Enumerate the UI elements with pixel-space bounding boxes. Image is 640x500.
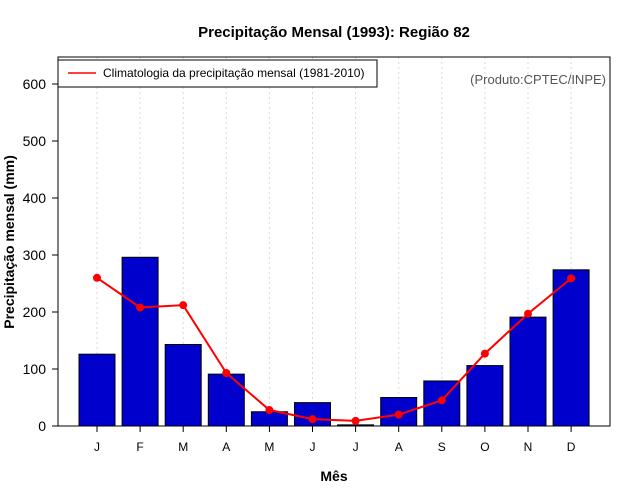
climatology-point [351, 416, 360, 425]
x-tick-label: J [94, 440, 100, 454]
bar [207, 373, 245, 427]
bar [78, 353, 116, 427]
legend-box [57, 59, 378, 88]
climatology-point [567, 274, 576, 283]
climatology-line [96, 276, 572, 422]
y-tick-label: 0 [38, 418, 46, 434]
x-tick-label: S [438, 440, 446, 454]
legend-label: Climatologia da precipitação mensal (198… [103, 66, 364, 80]
bar [121, 256, 159, 427]
bar [164, 343, 202, 427]
climatology-point [93, 273, 101, 282]
x-tick-label: J [310, 440, 316, 454]
y-tick-label: 300 [23, 247, 47, 263]
bar [466, 365, 504, 427]
climatology-point [308, 415, 317, 424]
y-axis-label: Precipitação mensal (mm) [1, 155, 17, 329]
chart-title: Precipitação Mensal (1993): Região 82 [198, 24, 470, 41]
bar [509, 316, 547, 427]
climatology-point [222, 368, 231, 377]
plot-frame [57, 56, 611, 427]
y-tick-label: 400 [23, 190, 47, 206]
x-axis-label: Mês [320, 468, 347, 484]
x-tick-label: A [395, 440, 403, 454]
y-tick-label: 100 [23, 361, 47, 377]
x-tick-label: M [178, 440, 188, 454]
grid-lines [96, 57, 572, 426]
climatology-point [524, 309, 532, 318]
x-tick-label: F [136, 440, 143, 454]
y-tick-label: 600 [23, 76, 47, 92]
y-tick-label: 500 [23, 133, 47, 149]
climatology-point [179, 301, 188, 310]
legend: Climatologia da precipitação mensal (198… [57, 59, 378, 88]
bar [552, 269, 590, 427]
climatology-point [480, 349, 489, 358]
x-tick-label: M [264, 440, 274, 454]
credit-text: (Produto:CPTEC/INPE) [470, 72, 606, 87]
x-tick-label: O [480, 440, 489, 454]
x-tick-label: J [353, 440, 359, 454]
x-tick-label: D [567, 440, 576, 454]
climatology-point [437, 396, 446, 405]
y-axis: 0 100 200 300 400 500 600 [23, 76, 58, 434]
climatology-point [265, 406, 274, 415]
climatology-point [136, 303, 145, 312]
x-tick-label: N [524, 440, 533, 454]
climatology-line-series [93, 273, 576, 425]
x-tick-label: A [222, 440, 230, 454]
y-tick-label: 200 [23, 304, 47, 320]
bar-series [78, 256, 590, 427]
climatology-point [394, 410, 403, 419]
